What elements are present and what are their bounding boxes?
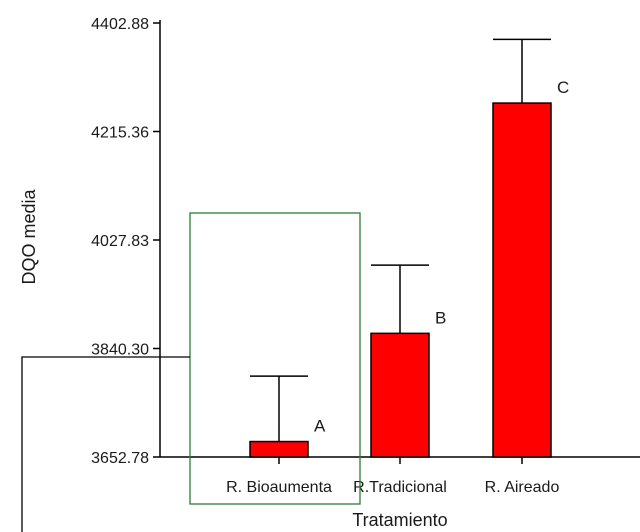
group-letter: A	[314, 417, 326, 436]
bar	[370, 332, 430, 458]
x-tick-label: R. Aireado	[485, 479, 560, 496]
bar	[492, 102, 552, 458]
y-tick-label: 4027.83	[91, 233, 149, 250]
group-letter: C	[557, 78, 569, 97]
y-tick-label: 3840.30	[91, 342, 149, 359]
bars	[249, 38, 552, 458]
y-tick-label: 4402.88	[91, 16, 149, 33]
annotations	[21, 212, 361, 532]
y-axis-title: DQO media	[19, 188, 39, 284]
y-tick-label: 4215.36	[91, 124, 149, 141]
x-tick-label: R.Tradicional	[353, 479, 447, 496]
callout-line	[21, 356, 190, 532]
y-tick-label: 3652.78	[91, 450, 149, 467]
x-axis-title: Tratamiento	[352, 510, 447, 530]
labels: 3652.78 3840.30 4027.83 4215.36 4402.88 R. Bi…	[91, 16, 569, 496]
bar	[249, 440, 309, 458]
highlight-box	[189, 212, 361, 505]
x-tick-label: R. Bioaumenta	[226, 479, 332, 496]
group-letter: B	[435, 308, 446, 327]
